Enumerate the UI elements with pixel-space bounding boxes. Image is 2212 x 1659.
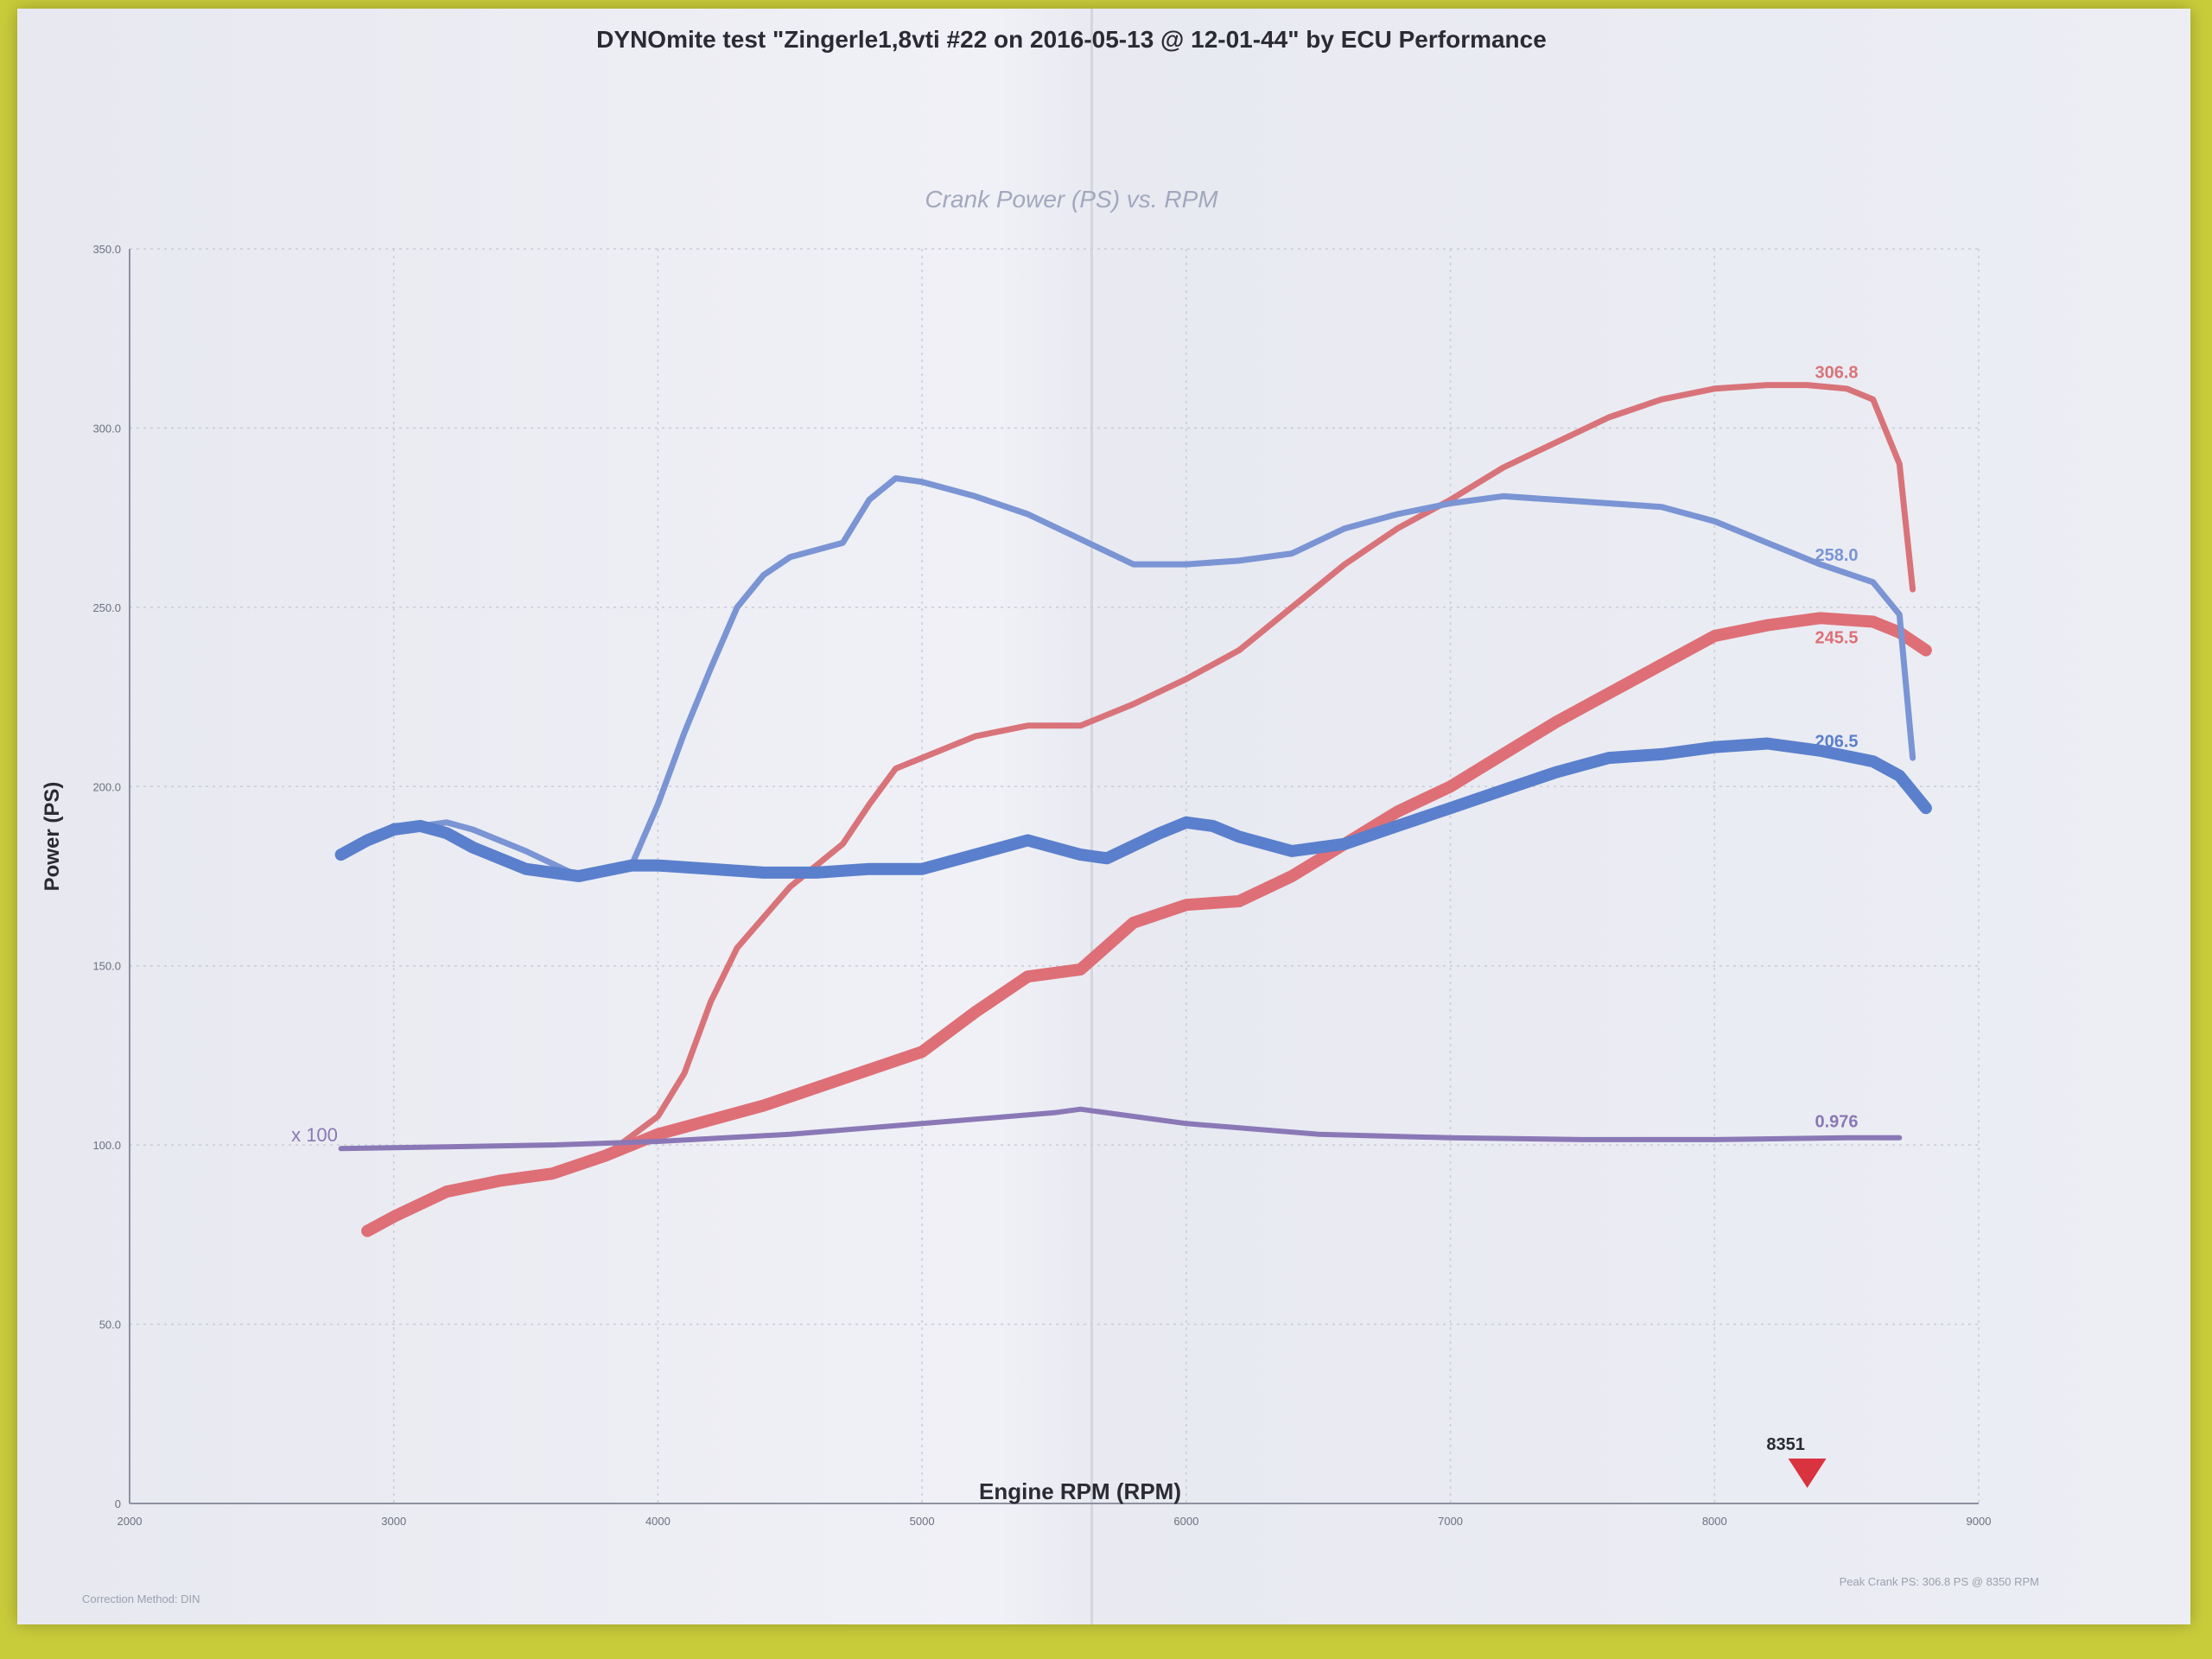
rpm-marker-label: 8351	[1766, 1435, 1805, 1454]
x-tick-label: 2000	[118, 1515, 143, 1528]
x-tick-label: 4000	[645, 1515, 671, 1528]
y-tick-label: 350.0	[92, 243, 121, 256]
printed-sheet	[17, 9, 2190, 1624]
series-value-label: 206.5	[1815, 733, 1858, 752]
y-tick-label: 50.0	[99, 1319, 121, 1332]
x-tick-label: 8000	[1702, 1515, 1727, 1528]
x-axis-label: Engine RPM (RPM)	[979, 1478, 1181, 1504]
axes	[129, 249, 1979, 1504]
paper-fold	[1090, 9, 1093, 1624]
y-tick-label: 100.0	[92, 1139, 121, 1152]
y-tick-label: 300.0	[92, 422, 121, 435]
footer-left-note: Correction Method: DIN	[82, 1592, 200, 1605]
x-tick-label: 6000	[1173, 1515, 1198, 1528]
correction-factor-label: x 100	[291, 1124, 338, 1146]
y-axis-label: Power (PS)	[41, 782, 64, 892]
series-line-2	[361, 612, 1932, 1237]
series-lines	[334, 382, 1932, 1237]
y-axis-ticks: 0 50.0 100.0 150.0 200.0 250.0 300.0 350.0	[92, 243, 121, 1510]
footer-right-note: Peak Crank PS: 306.8 PS @ 8350 RPM	[1840, 1575, 2039, 1588]
document-title: DYNOmite test "Zingerle1,8vti #22 on 201…	[596, 26, 1547, 53]
series-value-label: 306.8	[1815, 363, 1858, 382]
series-value-labels: 306.8 258.0 245.5 206.5 0.976	[1815, 363, 1858, 1131]
y-tick-label: 150.0	[92, 960, 121, 973]
series-value-label: 245.5	[1815, 628, 1858, 647]
series-line-5	[338, 1106, 1903, 1152]
chart-annotations: x 100 8351	[291, 1124, 1827, 1488]
x-tick-label: 7000	[1438, 1515, 1463, 1528]
x-axis-ticks: 2000 3000 4000 5000 6000 7000 8000 9000	[118, 1515, 1992, 1528]
y-tick-label: 200.0	[92, 780, 121, 793]
x-tick-label: 5000	[910, 1515, 935, 1528]
series-line-3	[338, 475, 1916, 880]
plot-area: 0 50.0 100.0 150.0 200.0 250.0 300.0 350.0 2000…	[92, 243, 1991, 1528]
x-tick-label: 3000	[381, 1515, 406, 1528]
y-tick-label: 0	[115, 1497, 121, 1510]
chart-title: Crank Power (PS) vs. RPM	[925, 186, 1218, 213]
x-tick-label: 9000	[1967, 1515, 1992, 1528]
series-line-1	[364, 382, 1916, 1235]
y-tick-label: 250.0	[92, 601, 121, 614]
grid-lines	[130, 248, 1980, 1503]
series-value-label: 258.0	[1815, 546, 1858, 565]
series-value-label: 0.976	[1815, 1112, 1858, 1131]
series-line-4	[334, 737, 1932, 882]
rpm-marker-triangle	[1788, 1459, 1827, 1488]
